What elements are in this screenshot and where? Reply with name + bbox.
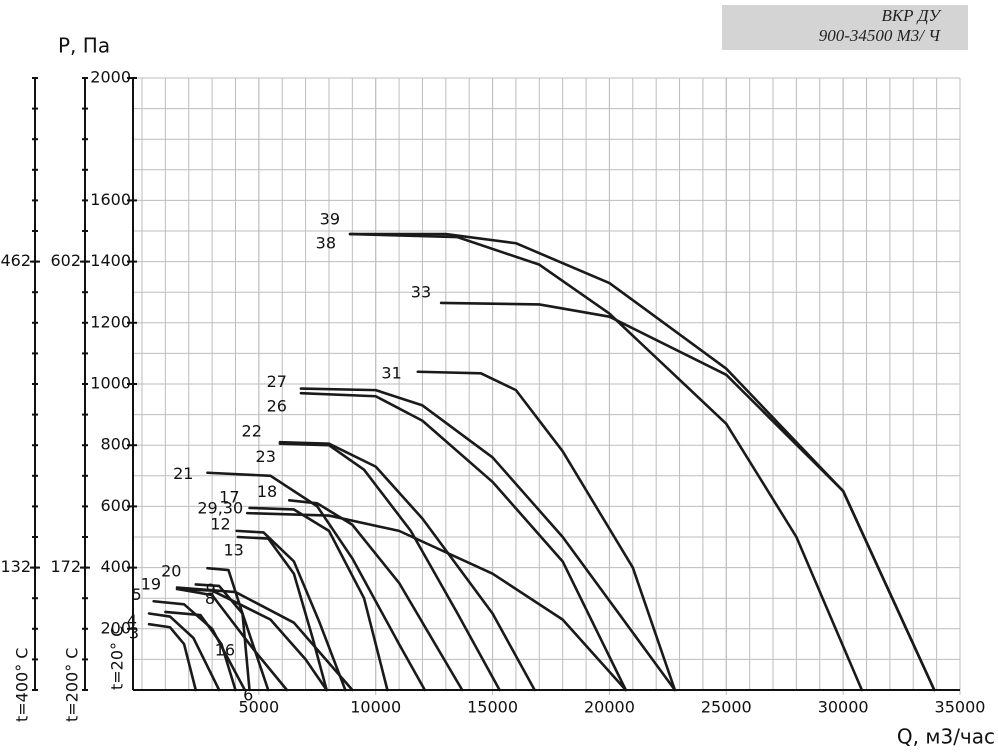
extra-axis-label: t=400° C (13, 648, 32, 722)
x-tick-label: 10000 (350, 698, 401, 717)
extra-tick-label: 462 (0, 251, 31, 270)
fan-curve (164, 610, 237, 692)
curve-label: 33 (411, 282, 431, 301)
fan-curve (206, 471, 427, 692)
extra-tick-label: 172 (50, 557, 81, 576)
curve-label: 38 (316, 234, 336, 253)
curve-label: 18 (257, 482, 277, 501)
fan-curve (245, 511, 628, 692)
curve-label: 5 (131, 585, 141, 604)
fan-curve (236, 535, 328, 692)
curve-label: 19 (141, 575, 161, 594)
y-tick-label: 1200 (90, 312, 131, 331)
curve-label: 12 (210, 514, 230, 533)
fan-curve (175, 586, 354, 692)
fan-curve (235, 529, 347, 692)
curve-label: 22 (242, 422, 262, 441)
curve-label: 20 (161, 562, 181, 581)
curve-label: 8 (205, 589, 215, 608)
curve-label: 13 (223, 541, 243, 560)
curve-label: 17 (219, 487, 239, 506)
x-tick-label: 35000 (935, 698, 986, 717)
fan-curve (147, 622, 198, 692)
fan-curve (416, 370, 677, 692)
title-line: ВКР ДУ (881, 6, 942, 25)
fan-curve (348, 232, 936, 692)
y-axis-label: P, Па (58, 34, 110, 58)
extra-tick-label: 132 (0, 557, 31, 576)
curve-label: 4 (127, 611, 137, 630)
x-tick-label: 20000 (584, 698, 635, 717)
x-tick-label: 5000 (238, 698, 279, 717)
fan-curve (348, 232, 864, 692)
curve-label: 6 (243, 685, 253, 704)
fan-curve (248, 506, 389, 692)
x-tick-label: 25000 (701, 698, 752, 717)
y-tick-label: 1000 (90, 374, 131, 393)
extra-axis-label: t=200° C (63, 648, 82, 722)
y-tick-label: 400 (100, 557, 131, 576)
fan-curve (152, 599, 247, 692)
y-tick-label: 1600 (90, 190, 131, 209)
y-tick-label: 600 (100, 496, 131, 515)
curve-label: 31 (381, 363, 401, 382)
curve-label: 3 (129, 624, 139, 643)
y-tick-label: 200 (100, 618, 131, 637)
fan-curve (287, 498, 464, 692)
fan-curve (439, 301, 936, 692)
fan-curve (147, 612, 221, 692)
curve-label: 29,30 (197, 499, 243, 518)
curve-label: 23 (256, 447, 276, 466)
fan-curve (175, 587, 289, 692)
curve-label: 21 (173, 464, 193, 483)
x-axis-label: Q, м3/час (897, 725, 995, 749)
y-tick-label: 1400 (90, 251, 131, 270)
fan-curve (278, 442, 501, 692)
subtitle-line: 900-34500 М3/ Ч (819, 26, 942, 45)
title-box (722, 5, 968, 50)
curve-label: 27 (267, 372, 287, 391)
x-tick-label: 30000 (818, 698, 869, 717)
extra-tick-label: 602 (50, 251, 81, 270)
y-condition: t=20° C (108, 626, 127, 690)
fan-curve (299, 387, 677, 692)
y-tick-label: 800 (100, 435, 131, 454)
fan-curve (278, 440, 536, 692)
curve-label: 39 (320, 210, 340, 229)
fan-curve (299, 391, 628, 692)
curve-label: 26 (267, 397, 287, 416)
y-tick-label: 2000 (90, 68, 131, 87)
x-tick-label: 15000 (467, 698, 518, 717)
